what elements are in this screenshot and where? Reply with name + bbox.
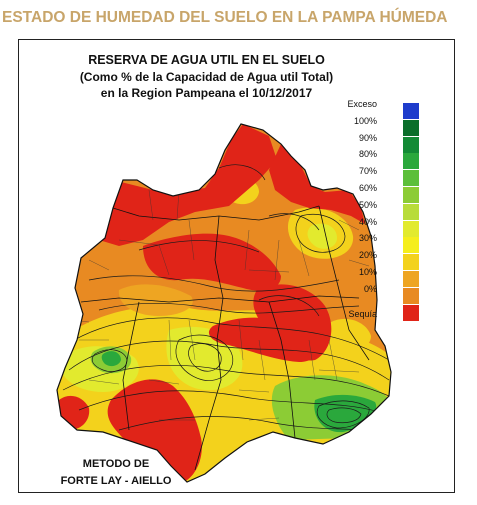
zone-drought-east-band [208,317,319,362]
legend-swatch [403,287,419,304]
legend-swatch [403,170,419,187]
zone-very-wet-west [101,351,121,367]
legend-swatch [403,119,419,136]
legend-swatch [403,153,419,170]
legend-swatch [403,254,419,271]
legend-label: 100% [353,115,377,126]
soil-moisture-map [56,123,392,483]
zone-drought-northeast [269,144,365,224]
district-boundaries [68,159,370,421]
legend-label: 70% [358,166,377,177]
legend-label: 50% [358,199,377,210]
legend-label: Exceso [347,99,377,109]
zone-mid-east [328,318,371,349]
legend-swatch [403,187,419,203]
legend-label: Sequía [348,308,377,319]
legend-swatch [403,103,419,119]
contour-lines [58,164,390,431]
map-zones [57,124,391,482]
legend-label: 10% [358,267,377,277]
province-boundaries [80,205,370,471]
legend-label: 30% [358,233,377,244]
map-date-line: en la Region Pampeana el 10/12/2017 [100,86,313,100]
legend-label: 90% [358,132,377,143]
page-heading: ESTADO DE HUMEDAD DEL SUELO EN LA PAMPA … [2,9,448,26]
legend-label: 60% [358,183,377,193]
legend-label: 20% [358,250,377,261]
zone-drought-south [107,379,202,482]
method-authors: FORTE LAY - AIELLO [60,475,172,487]
zone-moderate-northeast [307,223,337,249]
legend-label: 80% [358,149,377,160]
zone-drought-north [99,124,277,246]
legend-swatch [403,203,419,220]
legend-swatch [403,136,419,153]
legend-swatch [403,220,419,237]
legend-swatch [403,237,419,254]
legend-label: 0% [363,283,377,294]
method-label: METODO DE [82,458,150,470]
map-subtitle: (Como % de la Capacidad de Agua util Tot… [79,70,334,84]
map-frame: RESERVA DE AGUA UTIL EN EL SUELO (Como %… [18,39,455,493]
legend-swatch [403,271,419,287]
map-title: RESERVA DE AGUA UTIL EN EL SUELO [88,53,325,67]
legend-swatch [403,304,419,321]
legend-label: 40% [358,216,377,227]
